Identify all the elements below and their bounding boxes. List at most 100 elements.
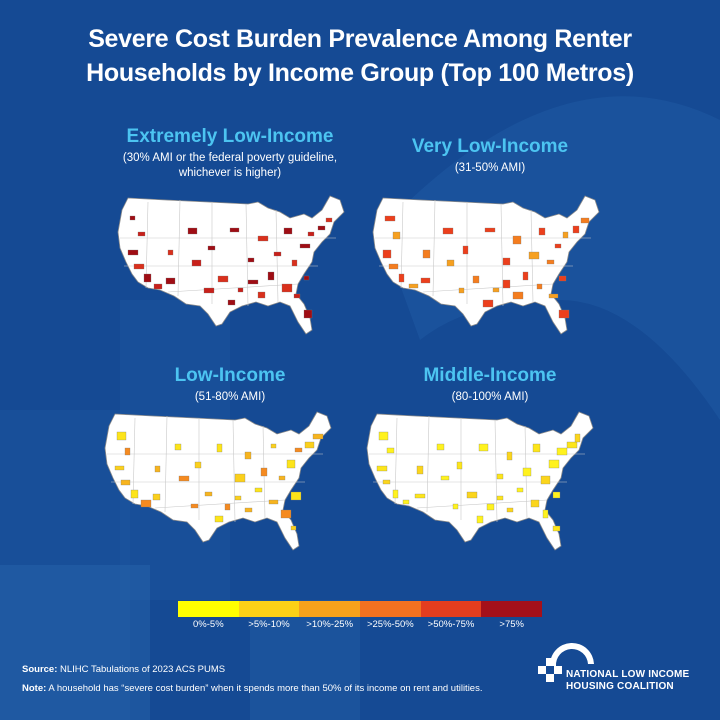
metro-area [382, 479, 391, 485]
metro-area [270, 443, 277, 449]
metro-area [191, 259, 202, 267]
metro-area [540, 475, 551, 485]
map-title: Middle-Income [423, 365, 557, 386]
metro-area [174, 443, 182, 451]
metro-area [546, 259, 555, 265]
legend-swatch-3 [360, 601, 421, 617]
legend-label: >75% [499, 619, 524, 630]
metro-area [283, 227, 293, 235]
metro-area [552, 491, 561, 499]
metro-area [556, 447, 568, 456]
map-title: Low-Income [174, 365, 286, 386]
metro-area [466, 491, 478, 499]
color-legend: 0%-5% >5%-10% >10%-25% >25%-50% >50%-75%… [178, 601, 543, 630]
metro-area [458, 287, 465, 294]
metro-area [312, 433, 324, 440]
state-border [245, 203, 249, 307]
note-text: A household has “severe cost burden” whe… [46, 683, 483, 694]
map-title: Very Low-Income [411, 136, 569, 157]
metro-area [227, 299, 236, 306]
metro-area [452, 503, 459, 510]
metro-area [229, 227, 240, 233]
metro-area [224, 503, 231, 511]
metro-area [384, 215, 396, 222]
legend-label: >25%-50% [366, 619, 414, 630]
metro-area [416, 465, 424, 475]
metro-area [293, 293, 301, 299]
map-title: Extremely Low-Income [126, 126, 334, 147]
metro-area [398, 273, 405, 283]
note-line: Note: A household has “severe cost burde… [22, 683, 482, 695]
metro-area [216, 443, 223, 453]
page-title: Severe Cost Burden Prevalence Among Rent… [0, 22, 720, 90]
metro-area [436, 443, 445, 451]
state-border [426, 415, 430, 513]
metro-area [299, 243, 311, 249]
us-map-very-low-income [372, 195, 600, 335]
metro-area [124, 447, 131, 456]
source-line: Source: NLIHC Tabulations of 2023 ACS PU… [22, 664, 225, 676]
state-border [500, 203, 504, 307]
metro-area [502, 257, 511, 266]
metro-area [130, 489, 139, 499]
state-border [494, 419, 498, 523]
metro-area [217, 275, 229, 283]
metro-area [257, 291, 266, 299]
map-subtitle: (30% AMI or the federal poverty guidelin… [122, 152, 338, 164]
metro-area [512, 235, 522, 245]
metro-area [153, 283, 163, 290]
title-line-2: Households by Income Group (Top 100 Metr… [86, 59, 634, 87]
metro-area [506, 451, 513, 461]
metro-area [116, 431, 127, 441]
metro-area [492, 287, 500, 293]
metro-area [516, 487, 524, 493]
metro-area [294, 447, 303, 453]
metro-area [273, 251, 282, 257]
logo-line-2: HOUSING COALITION [566, 681, 674, 692]
metro-area [237, 287, 244, 293]
state-border [132, 417, 136, 505]
metro-area [472, 275, 480, 284]
metro-area [280, 509, 292, 519]
metro-area [496, 473, 504, 480]
metro-area [317, 225, 326, 231]
metro-area [496, 495, 504, 501]
metro-area [574, 433, 581, 443]
map-subtitle: (51-80% AMI) [194, 391, 266, 403]
metro-area [572, 225, 580, 234]
us-map-low-income [104, 411, 332, 551]
metro-area [290, 491, 302, 501]
metro-area [548, 459, 560, 469]
metro-area [386, 447, 395, 454]
metro-area [257, 235, 269, 242]
legend-swatch-5 [481, 601, 543, 617]
state-border [167, 283, 299, 293]
metro-area [194, 461, 202, 469]
metro-area [267, 271, 275, 281]
metro-area [154, 465, 161, 473]
metro-area [247, 279, 259, 285]
state-border [422, 283, 554, 293]
metro-area [456, 461, 463, 470]
state-border [164, 415, 168, 513]
title-line-1: Severe Cost Burden Prevalence Among Rent… [88, 25, 632, 53]
legend-label: >5%-10% [248, 619, 290, 630]
metro-area [286, 459, 296, 469]
nlihc-logo-icon [538, 642, 594, 682]
metro-area [548, 293, 559, 299]
metro-area [244, 451, 252, 460]
state-border [145, 201, 149, 289]
metro-area [506, 507, 514, 513]
metro-area [304, 441, 315, 449]
metro-area [268, 499, 279, 505]
metro-area [522, 271, 529, 281]
metro-area [476, 515, 484, 524]
metro-area [484, 227, 496, 233]
metro-area [376, 465, 388, 472]
metro-area [542, 509, 549, 519]
metro-area [462, 245, 469, 255]
metro-area [392, 231, 401, 240]
metro-area [420, 277, 431, 284]
metro-area [278, 475, 286, 481]
map-heading-middle-income: Middle-Income (80-100% AMI) [390, 365, 590, 405]
